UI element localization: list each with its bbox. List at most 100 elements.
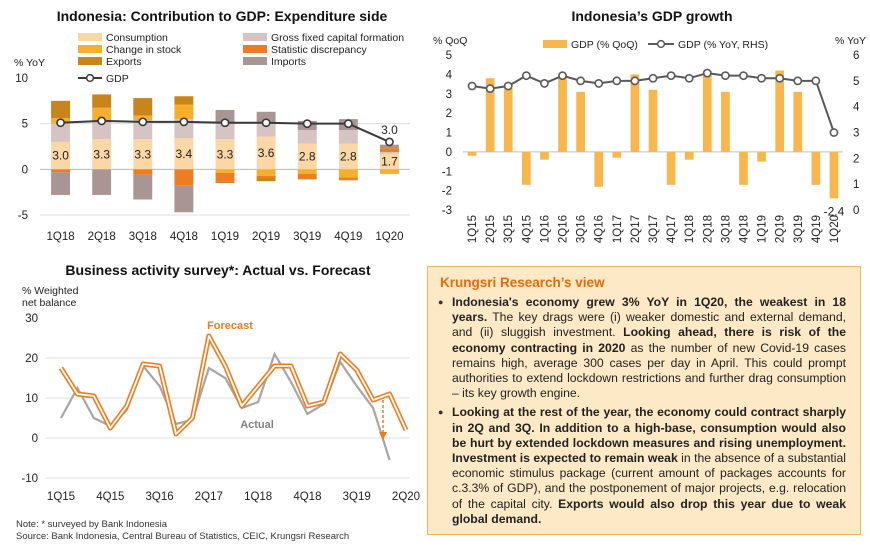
bar-gdp-qoq bbox=[558, 74, 567, 152]
bar-gross-fixed-capital-formation bbox=[51, 123, 71, 142]
bar-consumption bbox=[256, 136, 276, 170]
y2-tick-label: 2 bbox=[853, 153, 859, 165]
bar-gdp-qoq bbox=[467, 151, 477, 156]
legend-swatch bbox=[78, 45, 102, 53]
bar-consumption bbox=[297, 143, 317, 170]
gdp-yoy-point bbox=[576, 76, 586, 86]
x-tick-label: 2Q18 bbox=[702, 215, 714, 243]
gdp-point bbox=[302, 119, 312, 129]
consumption-data-label: 1.7 bbox=[381, 155, 398, 169]
y-tick-label: 10 bbox=[25, 393, 38, 405]
bar-change-in-stock bbox=[174, 104, 194, 120]
bar-statistic-discrepancy bbox=[174, 169, 194, 186]
bar-exports bbox=[256, 177, 276, 182]
x-tick-label: 3Q16 bbox=[146, 491, 174, 503]
consumption-data-label: 3.6 bbox=[258, 146, 275, 160]
legend-swatch bbox=[78, 57, 102, 65]
bar-gdp-qoq bbox=[757, 151, 766, 162]
research-view-text: The key drags were (i) weaker domestic a… bbox=[452, 310, 846, 340]
bar-imports bbox=[256, 111, 276, 124]
bar-gross-fixed-capital-formation bbox=[92, 121, 112, 140]
research-view-text: Looking ahead, there is risk of the econ… bbox=[452, 325, 846, 355]
bar-gross-fixed-capital-formation bbox=[215, 123, 235, 140]
qoq-data-label: -2.4 bbox=[824, 204, 845, 218]
x-tick-label: 4Q19 bbox=[334, 231, 362, 243]
gdp-point bbox=[138, 117, 148, 127]
consumption-data-label: 3.3 bbox=[217, 147, 234, 161]
y-tick-label: -10 bbox=[21, 473, 38, 485]
x-tick-label: 2Q17 bbox=[195, 491, 223, 503]
y-tick-label: 5 bbox=[22, 119, 28, 131]
legend-swatch bbox=[243, 45, 267, 53]
bar-exports bbox=[92, 94, 112, 108]
bar-exports bbox=[338, 179, 358, 181]
forecast-line-inner bbox=[60, 335, 407, 435]
legend-label: Exports bbox=[106, 56, 142, 68]
bar-gdp-qoq bbox=[721, 91, 730, 152]
y-axis-label: % Weighted bbox=[22, 285, 79, 297]
legend-label: Imports bbox=[271, 56, 306, 68]
bar-consumption bbox=[92, 139, 112, 170]
bar-gross-fixed-capital-formation bbox=[379, 151, 399, 154]
legend-label: GDP (% YoY, RHS) bbox=[678, 39, 768, 51]
bar-gdp-qoq bbox=[576, 91, 585, 152]
x-tick-label: 1Q15 bbox=[47, 491, 75, 503]
bar-consumption bbox=[51, 141, 71, 170]
research-view-point: Indonesia's economy grew 3% YoY in 1Q20,… bbox=[436, 295, 846, 401]
bar-consumption bbox=[133, 139, 153, 170]
bar-gdp-qoq bbox=[648, 89, 658, 152]
research-view-panel: Krungsri Research’s view Indonesia's eco… bbox=[427, 266, 861, 535]
gdp-yoy-point bbox=[503, 81, 513, 91]
x-tick-label: 3Q19 bbox=[793, 215, 805, 243]
bar-gdp-qoq bbox=[521, 151, 531, 185]
y2-tick-label: 1 bbox=[853, 179, 859, 191]
x-tick-label: 2Q20 bbox=[392, 491, 420, 503]
bar-exports bbox=[133, 98, 153, 116]
y-tick-label: -2 bbox=[442, 186, 452, 198]
x-tick-label: 3Q16 bbox=[576, 215, 588, 243]
gdp-yoy-point bbox=[775, 73, 785, 83]
bar-statistic-discrepancy bbox=[215, 172, 235, 182]
gdp-data-label: 3.0 bbox=[381, 123, 398, 137]
gdp-yoy-point bbox=[702, 68, 712, 78]
x-tick-label: 2Q18 bbox=[88, 231, 116, 243]
gdp-yoy-point bbox=[558, 71, 567, 81]
bar-gdp-qoq bbox=[775, 70, 785, 152]
x-tick-label: 4Q18 bbox=[170, 231, 198, 243]
bar-exports bbox=[379, 147, 399, 149]
gdp-point bbox=[343, 119, 353, 129]
bar-change-in-stock bbox=[215, 169, 235, 173]
bar-gdp-qoq bbox=[485, 78, 495, 152]
gdp-yoy-point bbox=[485, 84, 495, 93]
gdp-yoy-point bbox=[684, 73, 694, 83]
bar-gdp-qoq bbox=[829, 151, 839, 199]
gdp-growth-chart: Indonesia’s GDP growth% QoQ% YoY-3-2-101… bbox=[433, 8, 866, 243]
y-tick-label: 2 bbox=[446, 108, 452, 120]
bar-imports bbox=[174, 185, 194, 213]
research-view-list: Indonesia's economy grew 3% YoY in 1Q20,… bbox=[436, 295, 846, 531]
x-tick-label: 4Q16 bbox=[594, 215, 606, 243]
research-view-text: as the number of new Covid-19 cases rema… bbox=[452, 340, 846, 401]
bar-gdp-qoq bbox=[612, 151, 622, 158]
bar-consumption bbox=[379, 153, 399, 170]
y2-tick-label: 3 bbox=[853, 128, 859, 140]
bar-statistic-discrepancy bbox=[256, 175, 276, 178]
legend-swatch bbox=[85, 73, 95, 83]
chart-title: Business activity survey*: Actual vs. Fo… bbox=[65, 262, 371, 278]
bar-gdp-qoq bbox=[666, 151, 676, 185]
bar-gdp-qoq bbox=[739, 151, 748, 185]
legend-swatch bbox=[656, 39, 666, 49]
y-axis-label: % YoY bbox=[14, 57, 45, 69]
x-tick-label: 1Q18 bbox=[46, 231, 74, 243]
gdp-yoy-point bbox=[630, 76, 640, 86]
research-view-point: Looking at the rest of the year, the eco… bbox=[436, 405, 846, 527]
gdp-yoy-point bbox=[793, 76, 803, 86]
bar-consumption bbox=[338, 143, 358, 170]
x-tick-label: 4Q17 bbox=[666, 215, 678, 243]
gdp-point bbox=[56, 118, 65, 128]
y-tick-label: 5 bbox=[446, 50, 452, 62]
x-tick-label: 3Q19 bbox=[293, 231, 321, 243]
x-tick-label: 3Q17 bbox=[648, 215, 660, 243]
x-tick-label: 4Q19 bbox=[811, 215, 823, 243]
